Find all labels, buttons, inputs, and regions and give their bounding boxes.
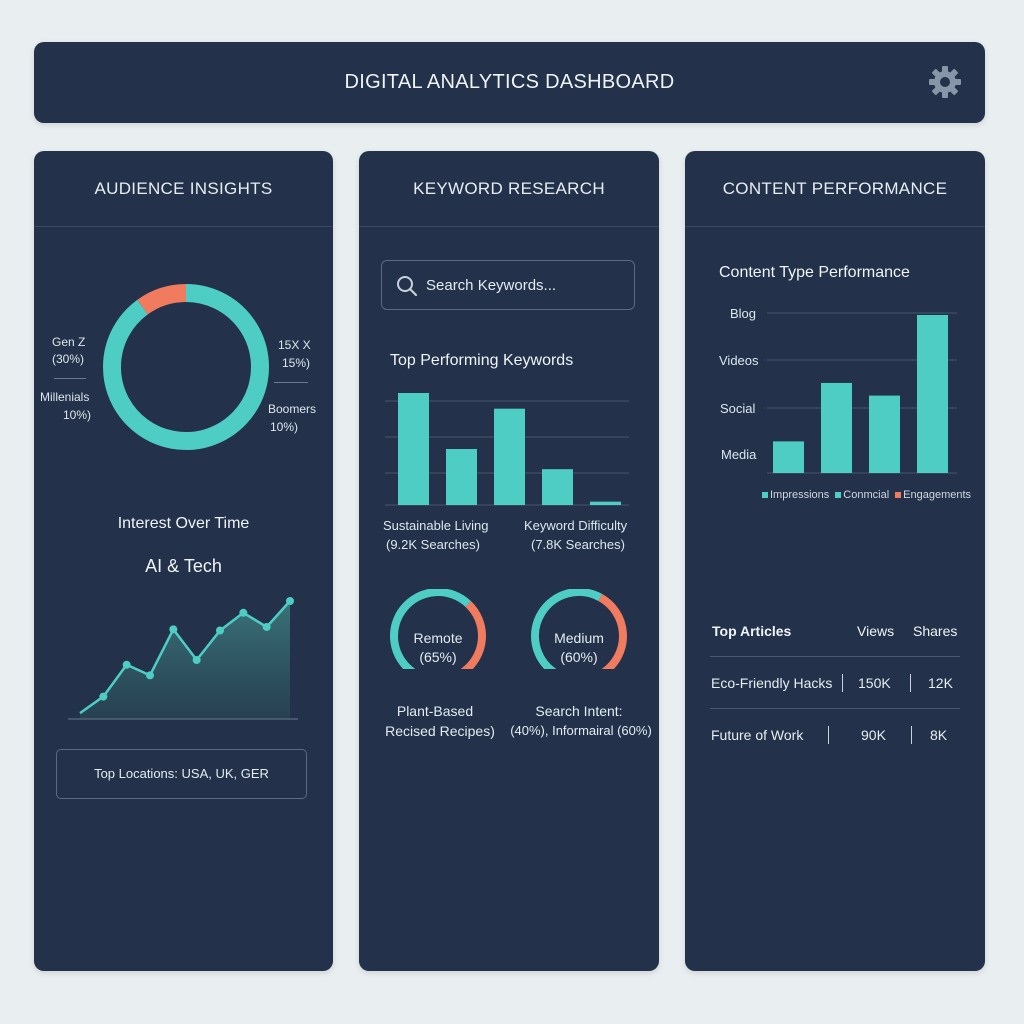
gauge-arc-remaining (598, 594, 627, 669)
keyword-bar (398, 393, 429, 505)
panel-title: KEYWORD RESEARCH (359, 151, 659, 227)
top-keywords-title: Top Performing Keywords (390, 352, 574, 369)
audience-insights-panel: AUDIENCE INSIGHTS Gen Z (30%) Millenials… (34, 151, 333, 971)
y-category-label: Social (720, 401, 756, 416)
keyword-note: Plant-Based (396, 703, 474, 719)
bar-sublabel: (9.2K Searches) (386, 537, 480, 552)
article-views: 150K (858, 675, 891, 691)
article-title: Future of Work (711, 727, 804, 743)
area-point (216, 626, 224, 635)
column-header: Views (857, 623, 895, 639)
gauge-label: Medium (554, 630, 604, 646)
bar-label: Keyword Difficulty (524, 518, 628, 533)
area-point (192, 656, 201, 664)
gauge-value: (60%) (560, 649, 598, 665)
area-point (286, 597, 294, 605)
column-header: Shares (913, 623, 958, 639)
article-shares: 8K (930, 727, 948, 743)
chart-legend: Impressions Conmcial Engagements (762, 485, 977, 503)
column-header: Top Articles (712, 623, 792, 639)
donut-label-millenials: Millenials (40, 390, 90, 404)
article-shares: 12K (928, 675, 953, 691)
donut-divider (274, 382, 308, 383)
gauge-remote (390, 589, 486, 669)
table-row[interactable]: Future of Work 90K 8K (710, 710, 960, 760)
donut-value-boomers: 10%) (270, 420, 299, 434)
keyword-bar (446, 449, 477, 505)
search-input[interactable]: Search Keywords... (381, 260, 635, 310)
y-category-label: Media (721, 447, 757, 462)
top-locations-box: Top Locations: USA, UK, GER (56, 749, 307, 799)
interest-subtitle: AI & Tech (145, 556, 222, 576)
keyword-bar (494, 408, 525, 505)
interest-area-chart (68, 597, 298, 720)
article-views: 90K (861, 727, 886, 743)
area-point (146, 671, 154, 680)
content-type-bar-chart (767, 312, 957, 474)
table-header: Top Articles Views Shares (710, 609, 960, 657)
panel-title: AUDIENCE INSIGHTS (34, 151, 333, 227)
page-title: DIGITAL ANALYTICS DASHBOARD (344, 71, 675, 93)
donut-divider (54, 378, 86, 379)
panel-title: CONTENT PERFORMANCE (685, 151, 985, 227)
legend-item: Conmcial (835, 489, 889, 501)
keyword-note: Recised Recipes) (385, 723, 495, 739)
gauge-arc-filled (531, 589, 603, 669)
gauge-medium (531, 589, 627, 669)
donut-value-15xx: 15%) (282, 356, 311, 370)
content-bar (773, 441, 804, 473)
bar-sublabel: (7.8K Searches) (531, 537, 625, 552)
bar-label: Sustainable Living (383, 518, 489, 533)
content-performance-panel: CONTENT PERFORMANCE Content Type Perform… (685, 151, 985, 971)
area-fill (80, 601, 290, 719)
donut-label-genz: Gen Z (52, 335, 86, 349)
keyword-bar (542, 469, 573, 505)
area-point (99, 692, 108, 701)
area-point (262, 622, 271, 631)
search-intent-label: Search Intent: (535, 703, 623, 719)
legend-item: Engagements (895, 489, 971, 501)
top-keywords-bar-chart (385, 393, 629, 506)
gauge-arc-filled (390, 589, 472, 669)
content-bar (821, 382, 852, 473)
article-title: Eco-Friendly Hacks (711, 675, 833, 691)
area-point (239, 608, 248, 617)
donut-slice (103, 284, 269, 450)
area-point (169, 625, 178, 634)
gear-icon[interactable] (927, 64, 963, 100)
table-row[interactable]: Eco-Friendly Hacks 150K 12K (710, 658, 960, 709)
gauge-arc-remaining (460, 601, 486, 669)
y-category-label: Blog (730, 306, 757, 321)
donut-label-boomers: Boomers (268, 402, 317, 416)
dashboard-header: DIGITAL ANALYTICS DASHBOARD (34, 42, 985, 123)
keyword-research-panel: KEYWORD RESEARCH Search Keywords... Top … (359, 151, 659, 971)
y-category-label: Videos (719, 353, 759, 368)
search-intent-value: (40%), Informairal (60%) (510, 723, 652, 738)
interest-title: Interest Over Time (117, 515, 250, 532)
content-bar (869, 395, 900, 473)
content-chart-title: Content Type Performance (719, 264, 910, 281)
area-point (122, 660, 131, 669)
donut-slice (137, 284, 187, 315)
area-line (79, 600, 291, 715)
content-bar (917, 315, 948, 473)
audience-donut-chart (103, 284, 269, 450)
legend-item: Impressions (762, 489, 829, 501)
gauge-value: (65%) (419, 649, 457, 665)
keyword-bar (590, 501, 621, 505)
gauge-label: Remote (413, 630, 463, 646)
donut-label-15xx: 15X X (278, 338, 311, 352)
donut-value-genz: (30%) (52, 352, 85, 366)
search-icon (397, 276, 418, 297)
donut-value-millenials: 10%) (63, 408, 92, 422)
search-placeholder: Search Keywords... (426, 277, 557, 294)
